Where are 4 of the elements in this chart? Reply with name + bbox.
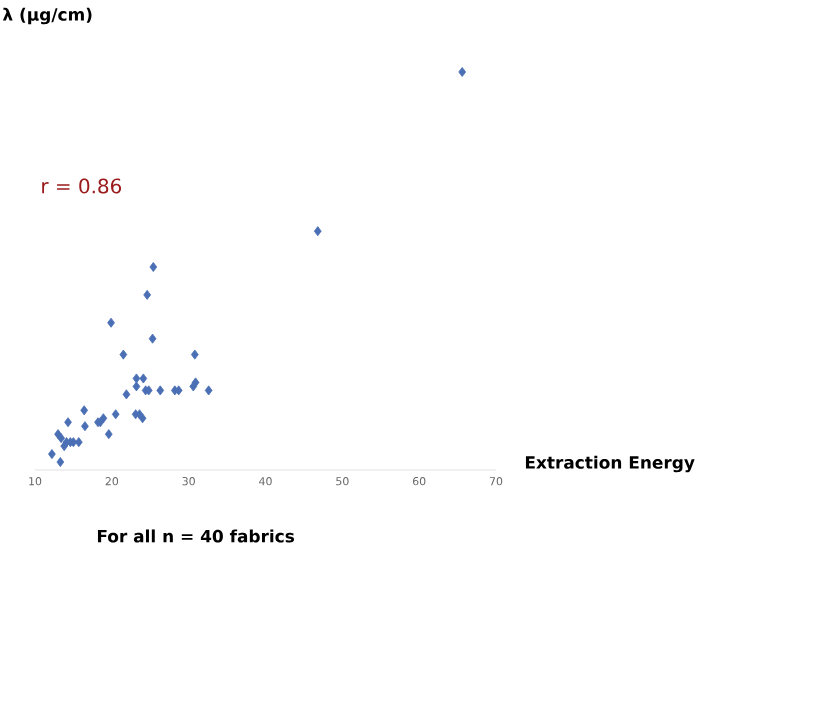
y-axis-title: λ (μg/cm) <box>2 7 92 25</box>
annotation: r = 0.86 <box>42 178 122 194</box>
x-axis-title: Extraction Energy <box>525 455 695 473</box>
text: For all n = 40 fabrics <box>97 529 295 543</box>
